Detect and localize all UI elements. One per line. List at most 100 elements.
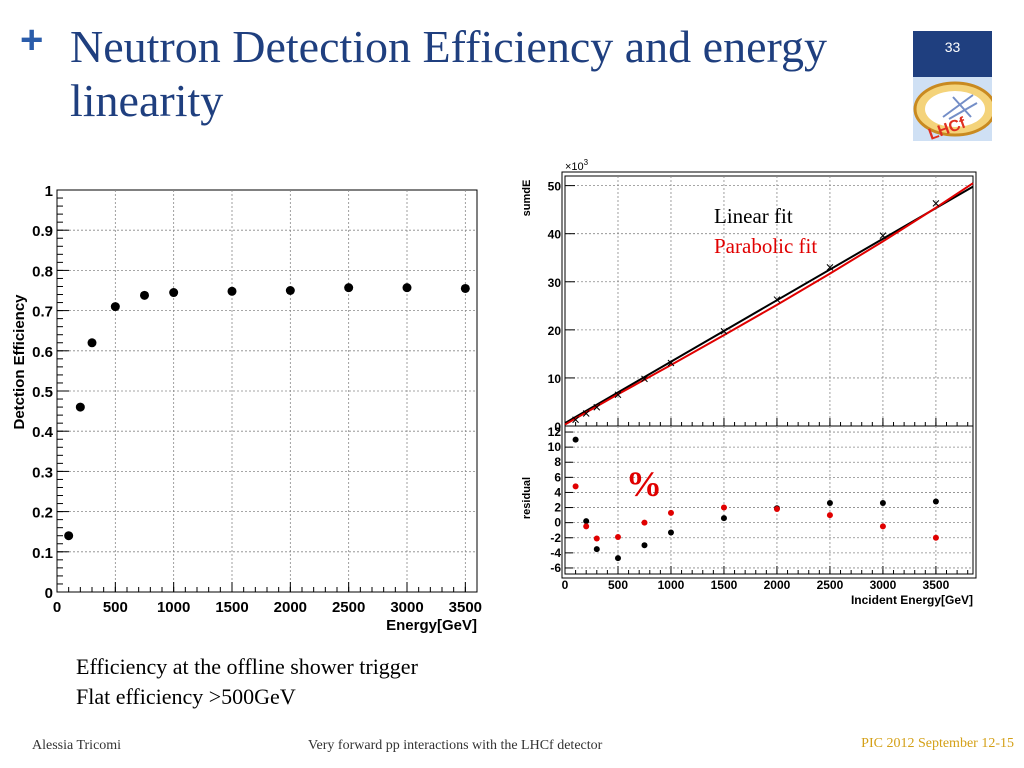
efficiency-chart: 0 500 1000 1500 2000 2500 3000 3500 0 0.1 0.2 0.3 0.… (11, 183, 482, 634)
x-tick-label: 3000 (390, 599, 423, 616)
y-tick-label: 2 (554, 501, 561, 515)
y-tick-label: -4 (550, 546, 561, 560)
y-tick-label: 1 (45, 183, 53, 200)
data-point (614, 391, 622, 399)
x-tick-label: 0 (53, 599, 61, 616)
residual-point (879, 500, 886, 507)
y-tick-label: 0.7 (32, 304, 53, 321)
data-point (344, 283, 354, 293)
residual-point (932, 534, 939, 541)
y-tick-label: 30 (548, 276, 562, 290)
footer-author: Alessia Tricomi (32, 738, 122, 753)
residual-point (641, 519, 648, 526)
y-tick-label: 8 (554, 455, 561, 469)
sumde-residual-chart: 0 500 1000 1500 2000 2500 3000 350001020304050×… (521, 158, 977, 607)
x-tick-label: 1500 (215, 599, 248, 616)
footer-event: PIC 2012 September 12-15 (861, 736, 1014, 751)
data-point (140, 290, 149, 300)
y-tick-label: 10 (548, 372, 562, 386)
data-point (932, 200, 940, 207)
x-tick-label: 3500 (449, 599, 482, 616)
residual-point (593, 535, 600, 542)
data-point (87, 338, 97, 348)
residual-point (667, 509, 674, 516)
residual-point (641, 542, 648, 549)
y-tick-label: 10 (548, 440, 562, 454)
x-tick-label: 3000 (870, 578, 897, 592)
residual-point (826, 512, 833, 519)
residual-point (773, 506, 780, 513)
residual-point (583, 518, 590, 525)
footer-center: Very forward pp interactions with the LH… (308, 738, 603, 753)
x-tick-label: 500 (103, 599, 128, 616)
residual-point (720, 515, 727, 522)
data-point (402, 283, 412, 293)
residual-point (826, 500, 833, 507)
y-axis-label: Detction Efficiency (11, 294, 28, 430)
y-tick-label: 50 (548, 180, 562, 194)
caption-line-1: Efficiency at the offline shower trigger (76, 654, 418, 679)
x-axis-label: Incident Energy[GeV] (851, 593, 973, 607)
residual-point (667, 529, 674, 536)
y-tick-label: 20 (548, 324, 562, 338)
y-tick-label: 0.9 (32, 223, 53, 240)
y-multiplier-exp: 3 (584, 158, 589, 167)
x-tick-label: 3500 (923, 578, 950, 592)
y-tick-label: -6 (550, 561, 561, 575)
y-tick-label: 0.3 (32, 464, 53, 481)
y-tick-label: -2 (550, 531, 561, 545)
bullet-plus: + (20, 18, 44, 62)
residual-point (572, 483, 579, 490)
data-point (773, 296, 781, 303)
y-tick-label: 6 (554, 470, 561, 484)
percent-annotation: % (626, 464, 662, 504)
data-point (572, 416, 579, 424)
data-point (64, 531, 74, 541)
data-point (593, 403, 601, 411)
residual-point (572, 436, 579, 443)
linear-fit-line (564, 185, 974, 424)
caption-line-2: Flat efficiency >500GeV (76, 684, 296, 709)
y-tick-label: 0.6 (32, 344, 53, 361)
slide-title: Neutron Detection Efficiency and energy … (70, 21, 828, 126)
legend-linear: Linear fit (714, 204, 793, 228)
y-tick-label: 0 (554, 420, 561, 434)
data-point (460, 283, 470, 293)
page-number: 33 (944, 39, 961, 55)
residual-point (593, 546, 600, 553)
residual-point (583, 523, 590, 530)
data-point (720, 327, 728, 335)
x-tick-label: 0 (562, 578, 569, 592)
x-tick-label: 1500 (711, 578, 738, 592)
data-point (667, 359, 675, 367)
x-tick-label: 2000 (274, 599, 307, 616)
y-tick-label: 0.1 (32, 545, 53, 562)
y-tick-label: 0 (554, 516, 561, 530)
data-point (75, 402, 85, 412)
residual-point (614, 555, 621, 562)
x-tick-label: 1000 (658, 578, 685, 592)
y-tick-label: 4 (554, 485, 561, 499)
residual-point (879, 523, 886, 530)
y-tick-label: 0.2 (32, 505, 53, 522)
page-badge: 33 LHCf (913, 31, 992, 141)
x-axis-label: Energy[GeV] (386, 617, 477, 634)
x-tick-label: 1000 (157, 599, 190, 616)
y-tick-label: 0.8 (32, 263, 53, 280)
x-tick-label: 2500 (332, 599, 365, 616)
y-tick-label: 0.5 (32, 384, 53, 401)
data-point (227, 286, 237, 296)
data-point (582, 410, 590, 417)
residual-point (720, 504, 727, 511)
x-tick-label: 500 (608, 578, 628, 592)
y-axis-label: residual (521, 477, 533, 519)
data-point (285, 286, 295, 295)
y-tick-label: 12 (548, 425, 562, 439)
y-multiplier: ×103 (565, 158, 589, 173)
x-tick-label: 2500 (817, 578, 844, 592)
lhcf-logo: LHCf (913, 77, 992, 141)
data-point (641, 375, 648, 383)
legend-parabolic: Parabolic fit (714, 234, 817, 258)
y-tick-label: 0.4 (32, 424, 54, 441)
y-tick-label: 0 (45, 585, 53, 602)
